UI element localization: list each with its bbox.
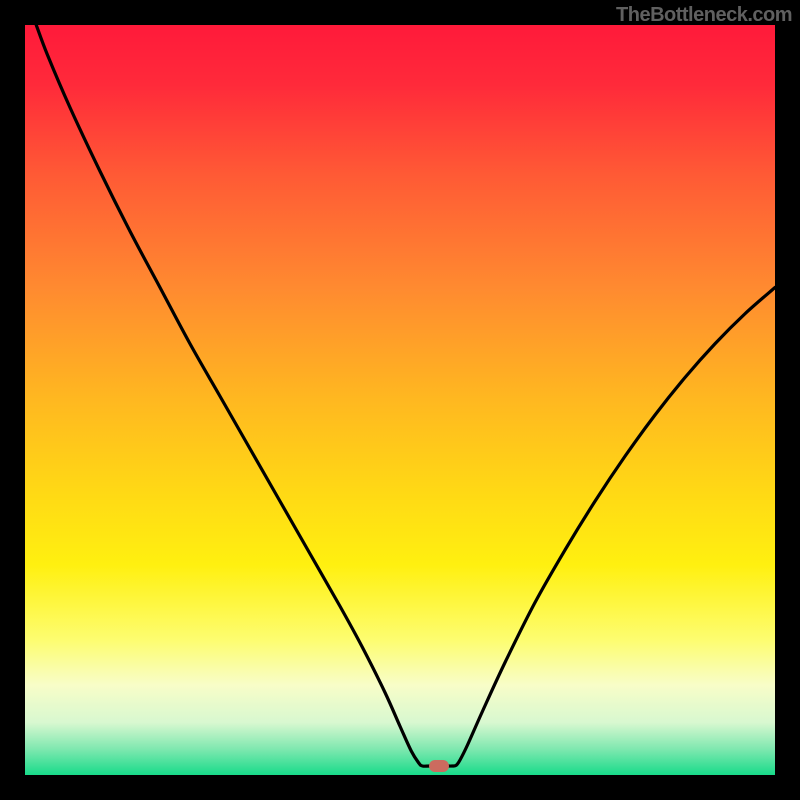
plot-area [25, 25, 775, 775]
bottleneck-curve [25, 25, 775, 775]
curve-path [36, 25, 775, 766]
optimum-marker [429, 760, 449, 772]
attribution-text: TheBottleneck.com [616, 4, 792, 27]
